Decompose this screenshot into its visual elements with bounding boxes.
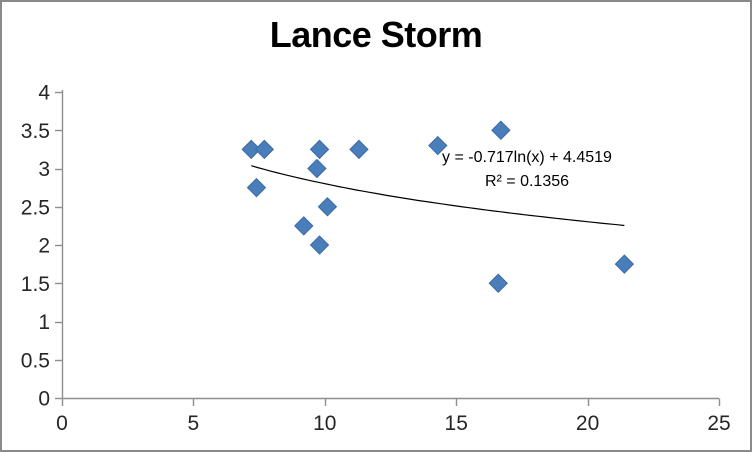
y-tick-label: 0.5: [21, 349, 50, 372]
data-point-diamond[interactable]: [309, 139, 330, 160]
data-point-diamond[interactable]: [309, 235, 330, 255]
data-point-diamond[interactable]: [246, 177, 267, 198]
axes: [55, 90, 721, 406]
y-tick-label: 0: [38, 388, 50, 411]
data-point-diamond[interactable]: [488, 273, 508, 293]
data-point-diamond[interactable]: [254, 139, 275, 160]
tick-labels: 0 0.5 1 1.5 2 2.5 3 3.5 4 0 5 10 15 20 25: [21, 82, 731, 436]
x-tick-label: 5: [188, 412, 200, 435]
x-tick-label: 15: [445, 412, 468, 435]
trendline-curve[interactable]: [251, 165, 625, 227]
y-tick-label: 1: [38, 311, 50, 334]
y-tick-label: 3.5: [21, 120, 50, 143]
x-tick-label: 20: [576, 412, 599, 435]
y-tick-label: 2: [38, 235, 50, 258]
data-points[interactable]: [241, 120, 635, 293]
data-point-diamond[interactable]: [614, 254, 635, 274]
x-tick-label: 0: [56, 412, 68, 435]
data-point-diamond[interactable]: [294, 216, 314, 236]
trendline-equation-label[interactable]: y = -0.717ln(x) + 4.4519: [442, 149, 612, 166]
x-tick-label: 10: [313, 412, 336, 435]
data-point-diamond[interactable]: [307, 158, 327, 179]
data-point-diamond[interactable]: [317, 197, 338, 217]
x-tick-label: 25: [707, 412, 730, 435]
trendline-r2-label[interactable]: R² = 0.1356: [485, 173, 569, 190]
data-point-diamond[interactable]: [428, 135, 448, 156]
trendline[interactable]: [251, 165, 625, 227]
data-point-diamond[interactable]: [241, 139, 261, 160]
y-tick-label: 1.5: [21, 273, 50, 296]
y-tick-label: 3: [38, 158, 50, 181]
y-tick-label: 2.5: [21, 196, 50, 219]
chart-title: Lance Storm: [269, 14, 483, 55]
data-point-diamond[interactable]: [491, 120, 511, 140]
data-point-diamond[interactable]: [349, 139, 369, 160]
y-tick-label: 4: [38, 82, 50, 105]
